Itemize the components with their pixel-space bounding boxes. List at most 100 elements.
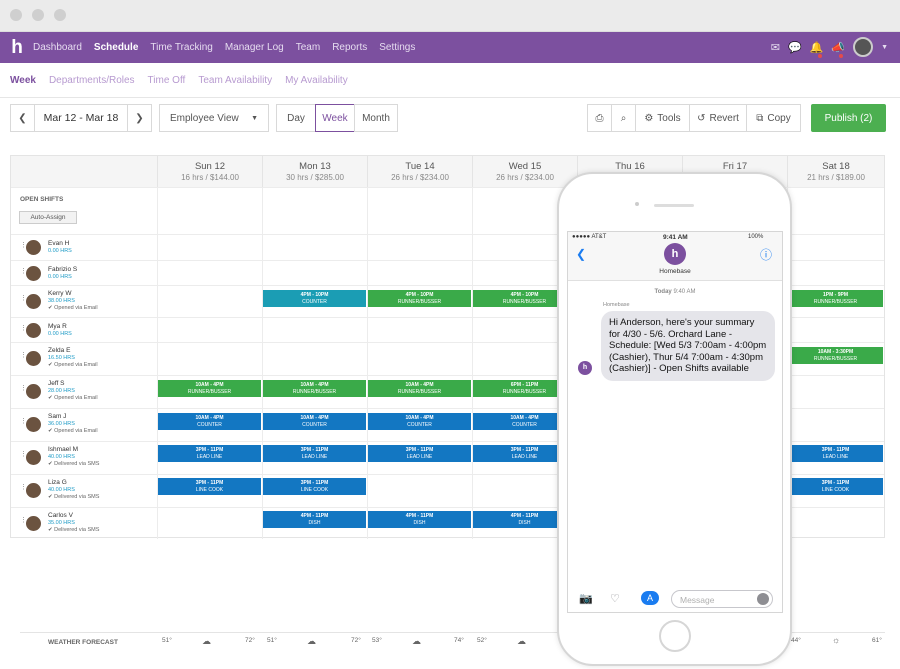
nav-time-tracking[interactable]: Time Tracking: [150, 42, 213, 53]
employee-row[interactable]: ⋮ Evan H 0.00 HRS: [11, 234, 884, 260]
browser-chrome: [0, 0, 900, 32]
drag-handle-icon[interactable]: ⋮: [20, 325, 27, 332]
shift-block[interactable]: 10AM - 4PM RUNNER/BUSSER: [158, 380, 261, 397]
tab-time-off[interactable]: Time Off: [147, 74, 186, 86]
shift-block[interactable]: 3PM - 11PM LEAD LINE: [788, 445, 883, 462]
drag-handle-icon[interactable]: ⋮: [20, 268, 27, 275]
tab-team-availability[interactable]: Team Availability: [198, 74, 273, 86]
shift-block[interactable]: 10AM - 4PM RUNNER/BUSSER: [368, 380, 471, 397]
window-maximize-dot[interactable]: [54, 9, 66, 21]
app-store-icon[interactable]: A: [641, 591, 659, 605]
info-icon[interactable]: ⓘ: [760, 248, 773, 262]
nav-reports[interactable]: Reports: [332, 42, 368, 53]
drag-handle-icon[interactable]: ⋮: [20, 242, 27, 249]
day-header-wed: Wed 15 26 hrs / $234.00: [472, 156, 577, 187]
shift-block[interactable]: 10AM - 4PM RUNNER/BUSSER: [263, 380, 366, 397]
tab-week[interactable]: Week: [10, 74, 36, 86]
message-input[interactable]: Message: [671, 590, 773, 608]
shift-block[interactable]: 4PM - 10PM RUNNER/BUSSER: [368, 290, 471, 307]
nav-team[interactable]: Team: [295, 42, 321, 53]
shift-block[interactable]: 10AM - 4PM COUNTER: [368, 413, 471, 430]
contact-avatar[interactable]: h: [664, 243, 686, 265]
day-view-button[interactable]: Day: [276, 104, 316, 132]
shift-block[interactable]: 4PM - 11PM DISH: [473, 511, 576, 528]
microphone-icon[interactable]: [757, 593, 769, 605]
shift-block[interactable]: 4PM - 11PM DISH: [368, 511, 471, 528]
message-bubble[interactable]: Hi Anderson, here's your summary for 4/3…: [601, 311, 775, 381]
next-week-button[interactable]: ❯: [127, 104, 152, 132]
prev-week-button[interactable]: ❮: [10, 104, 35, 132]
shift-block[interactable]: 10AM - 4PM COUNTER: [473, 413, 576, 430]
tools-button[interactable]: ⚙ Tools: [635, 104, 690, 132]
shift-block[interactable]: 10AM - 4PM COUNTER: [263, 413, 366, 430]
shift-block[interactable]: 3PM - 11PM LINE COOK: [158, 478, 261, 495]
nav-settings[interactable]: Settings: [379, 42, 416, 53]
nav-schedule[interactable]: Schedule: [93, 42, 139, 53]
drag-handle-icon[interactable]: ⋮: [20, 484, 27, 491]
bell-icon[interactable]: 🔔: [810, 41, 823, 58]
employee-row[interactable]: ⋮ Mya R 0.00 HRS: [11, 317, 884, 342]
window-minimize-dot[interactable]: [32, 9, 44, 21]
employee-status: ✔ Delivered via SMS: [48, 494, 100, 500]
schedule-subnav: Week Departments/Roles Time Off Team Ava…: [0, 63, 900, 98]
back-icon[interactable]: ❮: [576, 247, 587, 261]
employee-row[interactable]: ⋮ Zelda E 16.50 HRS ✔ Opened via Email: [11, 342, 884, 375]
copy-button[interactable]: ⧉ Copy: [746, 104, 801, 132]
megaphone-icon[interactable]: 📣: [831, 41, 845, 58]
employee-row[interactable]: ⋮ Kerry W 38.00 HRS ✔ Opened via Email: [11, 285, 884, 317]
drag-handle-icon[interactable]: ⋮: [20, 418, 27, 425]
mail-icon[interactable]: ✉: [770, 41, 780, 54]
contact-name[interactable]: Homebase: [659, 268, 691, 275]
camera-icon[interactable]: 📷: [579, 593, 593, 605]
shift-block[interactable]: 3PM - 11PM LINE COOK: [263, 478, 366, 495]
publish-button[interactable]: Publish (2): [811, 104, 886, 132]
drag-handle-icon[interactable]: ⋮: [20, 385, 27, 392]
window-close-dot[interactable]: [10, 9, 22, 21]
shift-block[interactable]: 10AM - 3:30PM RUNNER/BUSSER: [788, 347, 883, 364]
user-avatar[interactable]: [853, 37, 874, 57]
search-icon[interactable]: ⌕: [611, 104, 636, 132]
view-select[interactable]: Employee View ▼: [159, 104, 269, 132]
tab-my-availability[interactable]: My Availability: [285, 74, 348, 86]
auto-assign-button[interactable]: Auto-Assign: [19, 211, 77, 224]
employee-row[interactable]: ⋮ Fabrizio S 0.00 HRS: [11, 260, 884, 285]
nav-manager-log[interactable]: Manager Log: [224, 42, 284, 53]
chat-icon[interactable]: 💬: [787, 41, 802, 54]
employee-row[interactable]: ⋮ Carlos V 35.00 HRS ✔ Delivered via SMS: [11, 507, 884, 539]
homebase-logo[interactable]: h: [11, 36, 23, 58]
revert-button[interactable]: ↺ Revert: [689, 104, 747, 132]
shift-block[interactable]: 4PM - 10PM COUNTER: [263, 290, 366, 307]
nav-dashboard[interactable]: Dashboard: [33, 42, 82, 53]
drag-handle-icon[interactable]: ⋮: [20, 352, 27, 359]
clock-text: 9:41 AM: [663, 234, 688, 241]
avatar: [26, 516, 41, 531]
shift-block[interactable]: 6PM - 11PM RUNNER/BUSSER: [473, 380, 576, 397]
shift-block[interactable]: 4PM - 11PM DISH: [263, 511, 366, 528]
shift-block[interactable]: 1PM - 9PM RUNNER/BUSSER: [788, 290, 883, 307]
tab-departments-roles[interactable]: Departments/Roles: [48, 74, 135, 86]
drag-handle-icon[interactable]: ⋮: [20, 295, 27, 302]
employee-row[interactable]: ⋮ Liza G 40.00 HRS ✔ Delivered via SMS: [11, 474, 884, 507]
phone-home-button[interactable]: [659, 620, 691, 652]
print-icon[interactable]: ⎙: [587, 104, 612, 132]
shift-block[interactable]: 3PM - 11PM LEAD LINE: [158, 445, 261, 462]
shift-block[interactable]: 3PM - 11PM LINE COOK: [788, 478, 883, 495]
weather-low: 51°: [267, 637, 277, 644]
shift-block[interactable]: 3PM - 11PM LEAD LINE: [368, 445, 471, 462]
chevron-down-icon[interactable]: ▼: [881, 43, 888, 51]
shift-block[interactable]: 3PM - 11PM LEAD LINE: [263, 445, 366, 462]
shift-block[interactable]: 4PM - 10PM RUNNER/BUSSER: [473, 290, 576, 307]
avatar: [26, 351, 41, 366]
employee-name: Ishmael M: [48, 446, 78, 453]
employee-row[interactable]: ⋮ Sam J 36.00 HRS ✔ Opened via Email: [11, 408, 884, 441]
shift-block[interactable]: 3PM - 11PM LEAD LINE: [473, 445, 576, 462]
digital-touch-icon[interactable]: ♡: [610, 593, 620, 605]
drag-handle-icon[interactable]: ⋮: [20, 451, 27, 458]
employee-row[interactable]: ⋮ Ishmael M 40.00 HRS ✔ Delivered via SMS: [11, 441, 884, 474]
date-range[interactable]: Mar 12 - Mar 18: [34, 104, 128, 132]
week-view-button[interactable]: Week: [315, 104, 355, 132]
shift-block[interactable]: 10AM - 4PM COUNTER: [158, 413, 261, 430]
employee-row[interactable]: ⋮ Jeff S 28.00 HRS ✔ Opened via Email: [11, 375, 884, 408]
drag-handle-icon[interactable]: ⋮: [20, 517, 27, 524]
month-view-button[interactable]: Month: [354, 104, 398, 132]
